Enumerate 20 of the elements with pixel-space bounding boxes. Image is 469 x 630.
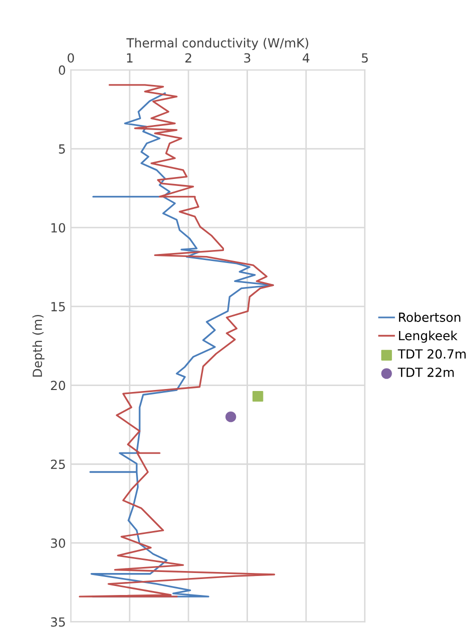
x-tick-label: 3 [244,53,250,63]
y-tick-label: 35 [51,617,65,627]
x-tick-label: 2 [185,53,192,62]
x-tick-label: 4 [302,53,310,62]
y-tick-label: 5 [58,144,65,154]
x-tick-label: 1 [127,53,132,62]
legend-label: TDT 22m [398,368,454,377]
legend-label: Lengkeek [399,330,458,343]
x-tick-label: 5 [362,53,368,63]
y-tick-label: 25 [50,460,65,470]
legend-label: Robertson [399,312,460,322]
y-tick-label: 0 [58,65,66,75]
x-axis-title: Thermal conductivity (W/mK) [126,38,308,50]
y-tick-label: 15 [51,302,65,312]
y-tick-label: 10 [51,223,66,233]
y-tick-label: 30 [51,538,66,548]
x-tick-label: 0 [68,53,74,63]
y-tick-label: 20 [50,380,66,390]
y-axis-title: Depth (m) [32,314,44,377]
legend-label: TDT 20.7m [398,349,466,359]
